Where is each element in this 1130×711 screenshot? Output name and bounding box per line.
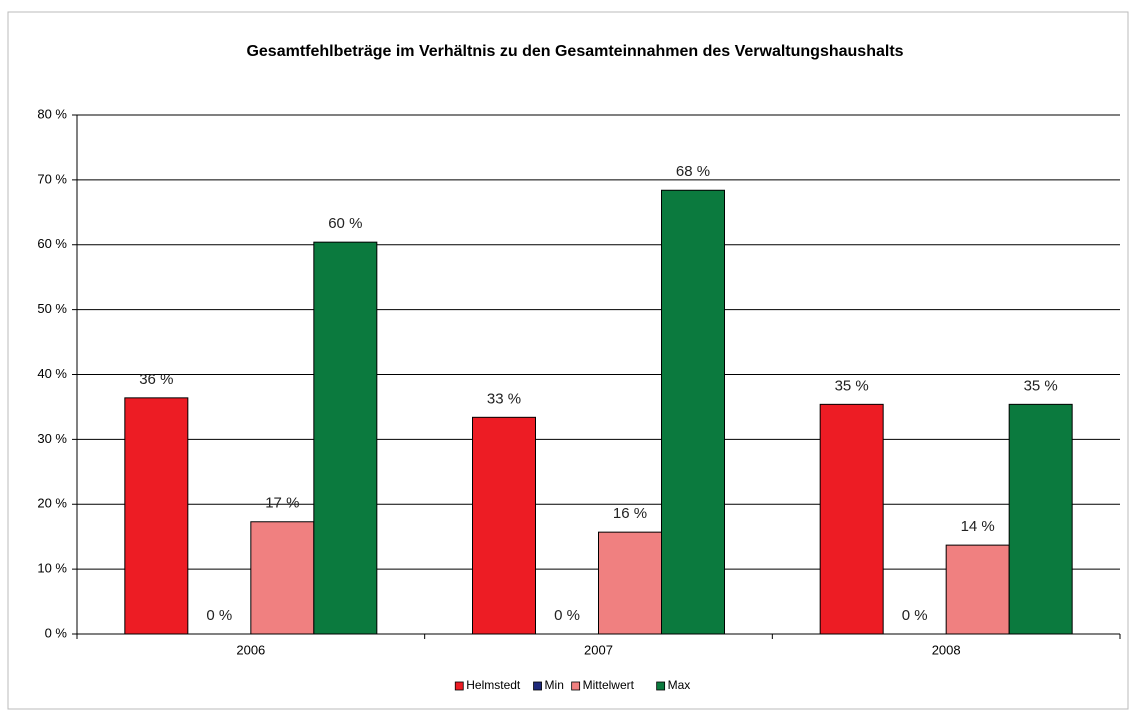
legend-label: Mittelwert: [583, 678, 635, 692]
legend-swatch: [656, 681, 666, 691]
bar: [945, 544, 1010, 635]
data-label: 0 %: [902, 607, 928, 624]
y-tick-label: 70 %: [37, 171, 67, 186]
bar: [124, 397, 189, 635]
x-tick-label: 2007: [584, 642, 613, 657]
bar: [313, 241, 378, 635]
y-tick-label: 30 %: [37, 431, 67, 446]
data-label: 36 %: [139, 371, 173, 388]
data-label: 68 %: [676, 163, 710, 180]
legend-swatch: [454, 681, 464, 691]
y-tick-label: 0 %: [45, 625, 68, 640]
x-tick-label: 2008: [932, 642, 961, 657]
legend-label: Max: [668, 678, 691, 692]
bar: [661, 189, 725, 635]
data-label: 35 %: [835, 377, 869, 394]
legend-swatch: [533, 681, 542, 691]
y-tick-label: 20 %: [37, 496, 67, 511]
data-label: 33 %: [487, 390, 521, 407]
bar: [819, 403, 884, 635]
data-label: 14 %: [961, 518, 995, 535]
bar: [1008, 403, 1073, 635]
chart-border: [7, 11, 1129, 710]
data-label: 0 %: [554, 607, 580, 624]
data-label: 0 %: [206, 607, 232, 624]
legend-label: Helmstedt: [466, 678, 521, 692]
legend-label: Min: [545, 678, 564, 692]
data-label: 17 %: [265, 495, 299, 512]
x-tick-label: 2006: [236, 642, 265, 657]
legend-swatch: [571, 681, 581, 691]
y-tick-label: 50 %: [37, 301, 67, 316]
y-tick-label: 80 %: [37, 106, 67, 121]
chart-title: Gesamtfehlbeträge im Verhältnis zu den G…: [246, 43, 903, 60]
data-label: 60 %: [328, 215, 362, 232]
data-label: 16 %: [613, 505, 647, 522]
bar: [250, 521, 315, 635]
y-tick-label: 10 %: [37, 561, 67, 576]
y-tick-label: 40 %: [37, 366, 67, 381]
bar: [472, 416, 536, 635]
bar: [598, 531, 662, 635]
y-tick-label: 60 %: [37, 236, 67, 251]
data-label: 35 %: [1024, 377, 1058, 394]
